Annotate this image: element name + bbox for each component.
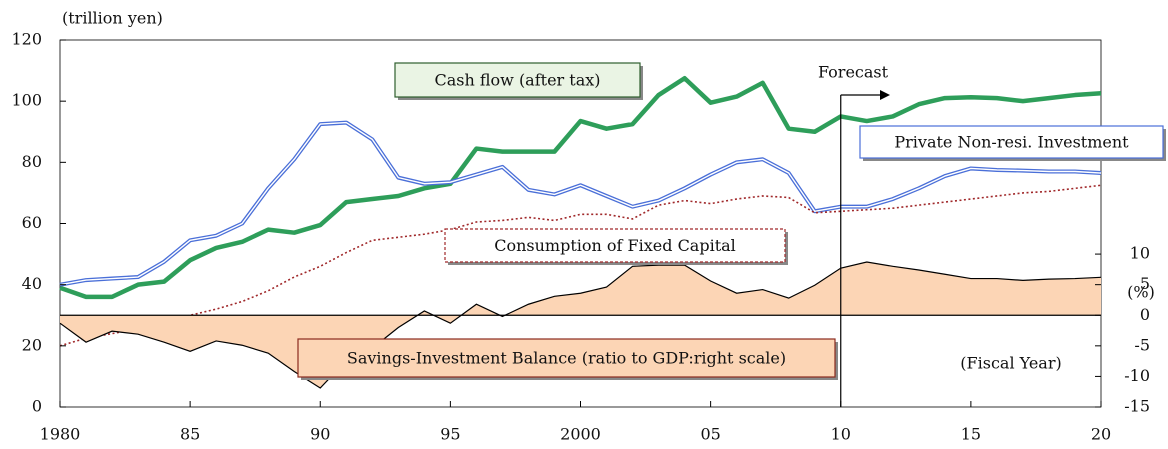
series-label-box: [394, 62, 641, 98]
x-tick-label: 1980: [40, 425, 81, 444]
x-tick-label: 90: [310, 425, 330, 444]
x-tick-label: 20: [1091, 425, 1111, 444]
series-label: Private Non-resi. Investment: [894, 133, 1129, 152]
series-label: Savings-Investment Balance (ratio to GDP…: [347, 349, 786, 368]
series-label-box: [297, 338, 836, 378]
y2-tick-label: 0: [1140, 305, 1150, 324]
forecast-label: Forecast: [818, 63, 889, 82]
y-tick-label: 100: [11, 91, 42, 110]
y-tick-label: 40: [22, 274, 42, 293]
series-label: Cash flow (after tax): [434, 71, 600, 90]
y-tick-label: 120: [11, 30, 42, 49]
y2-tick-label: -5: [1134, 335, 1150, 354]
x-tick-label: 15: [961, 425, 981, 444]
y-tick-label: 80: [22, 152, 42, 171]
y-tick-label: 60: [22, 213, 42, 232]
series-label: Consumption of Fixed Capital: [494, 236, 736, 255]
area-line: [59, 261, 1102, 389]
x-tick-label: 2000: [560, 425, 601, 444]
x-tick-label: 95: [440, 425, 460, 444]
x-tick-label: 05: [700, 425, 720, 444]
x-tick-label: 10: [831, 425, 851, 444]
y2-tick-label: -15: [1124, 397, 1150, 416]
y2-axis-label: (%): [1127, 283, 1155, 302]
series-label-box: [859, 125, 1164, 159]
series-line-inner: [59, 121, 1102, 286]
y-tick-label: 20: [22, 335, 42, 354]
y-axis-label: (trillion yen): [62, 9, 163, 28]
series-label-box: [444, 228, 786, 263]
y-tick-label: 0: [32, 397, 42, 416]
y2-tick-label: -10: [1124, 366, 1150, 385]
y2-tick-label: 5: [1140, 274, 1150, 293]
x-axis-label: (Fiscal Year): [960, 354, 1061, 373]
x-tick-label: 85: [180, 425, 200, 444]
forecast-arrowhead: [880, 90, 890, 100]
series-line: [59, 75, 1102, 300]
y2-tick-label: 10: [1130, 244, 1150, 263]
